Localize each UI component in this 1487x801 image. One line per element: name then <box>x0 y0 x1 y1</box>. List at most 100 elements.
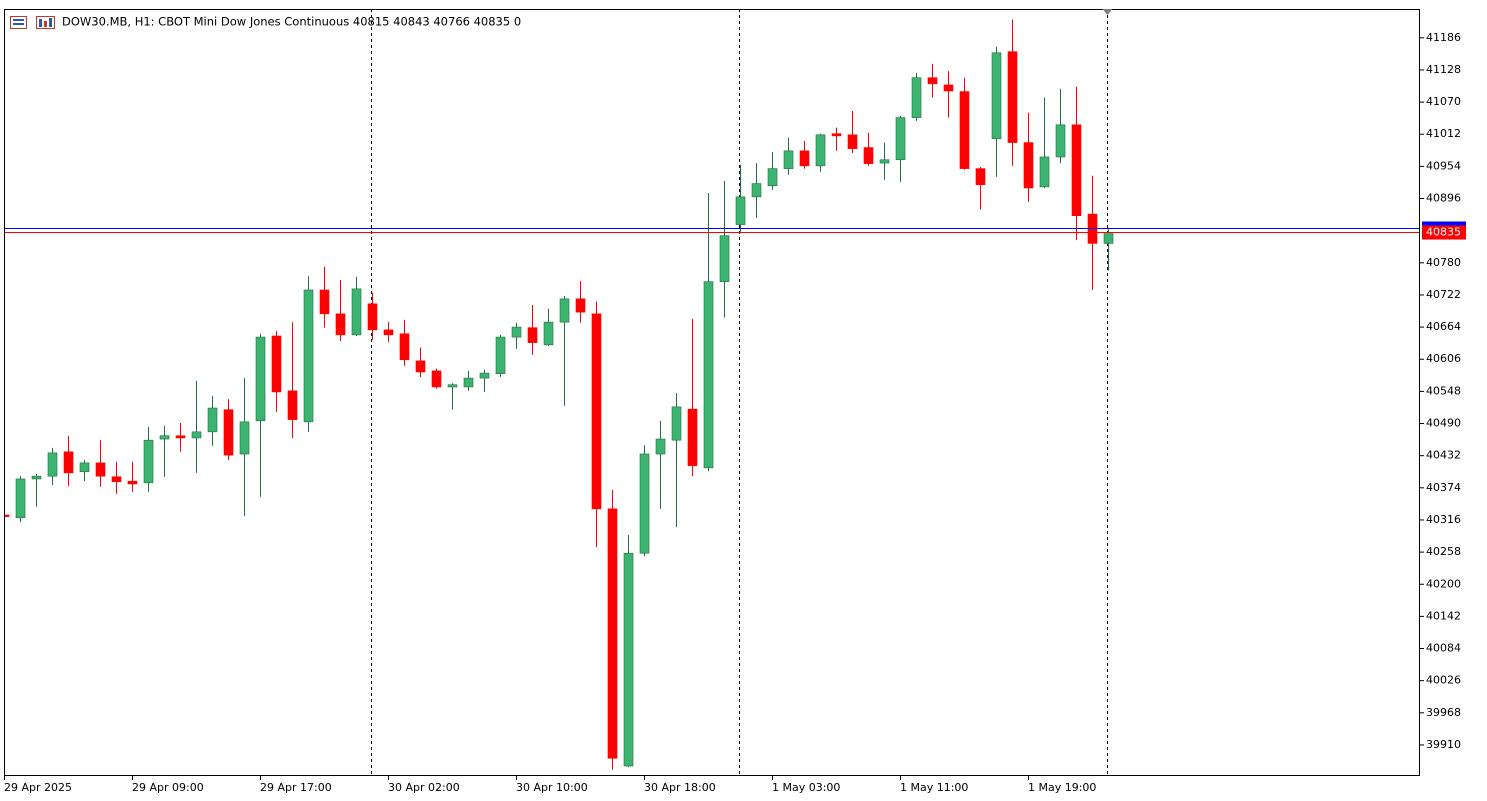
candle-body <box>319 289 330 315</box>
candle-body <box>847 134 858 149</box>
candle-body <box>671 406 682 441</box>
candle-body <box>447 384 458 388</box>
candle-body <box>415 360 426 373</box>
candle-body <box>431 370 442 388</box>
candle-body <box>1023 142 1034 189</box>
candle-body <box>15 478 26 519</box>
y-tick-label: 39968 <box>1426 706 1461 719</box>
candle-body <box>799 150 810 167</box>
icon-bar <box>39 19 42 27</box>
x-tick-label: 29 Apr 2025 <box>4 781 72 794</box>
candle-body <box>655 438 666 455</box>
candle-body <box>383 329 394 336</box>
candle-body <box>703 281 714 469</box>
candle-body <box>959 91 970 169</box>
price-label: 40835 <box>1426 226 1461 239</box>
candle-body <box>111 476 122 483</box>
candle-body <box>863 147 874 164</box>
candle-body <box>623 552 634 767</box>
y-tick-label: 41070 <box>1426 95 1461 108</box>
x-tick-label: 29 Apr 17:00 <box>260 781 332 794</box>
candle-body <box>879 159 890 164</box>
header-icons <box>10 16 55 29</box>
candle-body <box>543 321 554 346</box>
candle-body <box>975 168 986 185</box>
candle-body <box>351 288 362 336</box>
price-label-box <box>1422 225 1466 240</box>
candle-body <box>463 377 474 388</box>
y-tick-label: 40490 <box>1426 417 1461 430</box>
candle-body <box>287 390 298 420</box>
y-tick-label: 40954 <box>1426 159 1461 172</box>
y-tick-label: 40606 <box>1426 352 1461 365</box>
candle-body <box>735 196 746 225</box>
candle-body <box>527 327 538 343</box>
candle-body <box>479 372 490 379</box>
x-tick-label: 30 Apr 02:00 <box>388 781 460 794</box>
icon-window[interactable] <box>10 16 27 29</box>
y-tick-label: 40896 <box>1426 192 1461 205</box>
x-tick-label: 30 Apr 10:00 <box>516 781 588 794</box>
y-tick-label: 40084 <box>1426 642 1461 655</box>
y-tick-label: 40316 <box>1426 513 1461 526</box>
candle-body <box>831 133 842 137</box>
last-bar-marker <box>1102 9 1113 15</box>
x-tick-label: 1 May 03:00 <box>772 781 840 794</box>
plot-frame <box>4 9 1420 776</box>
x-tick-label: 30 Apr 18:00 <box>644 781 716 794</box>
y-tick-label: 40722 <box>1426 288 1461 301</box>
candle-body <box>127 480 138 485</box>
y-tick-label: 40142 <box>1426 609 1461 622</box>
candle-body <box>47 452 58 477</box>
candle-body <box>1071 124 1082 217</box>
axes: 41186 41128 41070 41012 40954 40896 40780 40722… <box>4 9 1466 794</box>
candle-body <box>607 508 618 759</box>
icon-bar <box>49 18 52 27</box>
candle-body <box>815 134 826 167</box>
candle-body <box>335 313 346 336</box>
y-tick-label: 40200 <box>1426 577 1461 590</box>
candle-body <box>783 150 794 169</box>
icon-bar <box>44 21 47 27</box>
candle-body <box>687 408 698 466</box>
candle-body <box>367 303 378 331</box>
candle-body <box>943 84 954 92</box>
x-tick-label: 1 May 19:00 <box>1028 781 1096 794</box>
y-tick-label: 41128 <box>1426 63 1461 76</box>
candle-body <box>927 77 938 85</box>
candle-body <box>223 409 234 456</box>
y-tick-label: 40432 <box>1426 449 1461 462</box>
candle-body <box>495 336 506 374</box>
candle-body <box>207 407 218 433</box>
candle-body <box>1103 232 1114 244</box>
candle-body <box>399 333 410 361</box>
candle-body <box>191 431 202 439</box>
candle-body <box>1007 51 1018 143</box>
y-tick-label: 40374 <box>1426 481 1461 494</box>
plot-area <box>4 9 1420 776</box>
candle-body <box>511 326 522 338</box>
candle-body <box>159 435 170 440</box>
candle-body <box>255 336 266 422</box>
candle-body <box>575 298 586 313</box>
candle-body <box>239 421 250 455</box>
y-tick-label: 40258 <box>1426 545 1461 558</box>
candle-body <box>271 335 282 393</box>
chart-title: DOW30.MB, H1: CBOT Mini Dow Jones Contin… <box>62 15 521 29</box>
candle-body <box>95 462 106 477</box>
candle-body <box>31 475 42 480</box>
candle-body <box>1039 156 1050 188</box>
y-tick-label: 39910 <box>1426 738 1461 751</box>
candle-body <box>303 289 314 423</box>
candle-body <box>991 52 1002 139</box>
candle-body <box>639 453 650 554</box>
candle-body <box>559 298 570 323</box>
candle-body <box>591 313 602 510</box>
candle-body <box>751 183 762 198</box>
candle-body <box>63 451 74 474</box>
candle-body <box>175 435 186 439</box>
x-tick-label: 1 May 11:00 <box>900 781 968 794</box>
